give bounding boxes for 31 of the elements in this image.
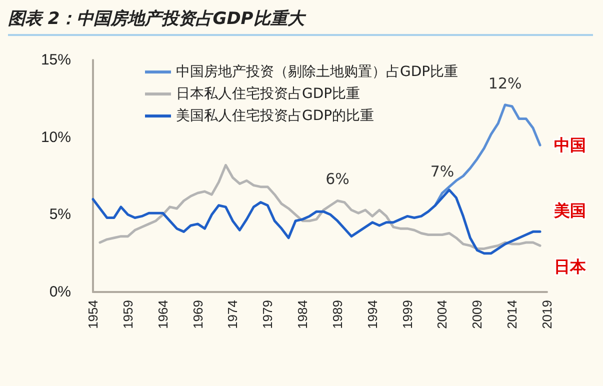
x-tick-label: 1979 (260, 300, 276, 329)
x-tick-label: 2004 (434, 300, 450, 329)
annotation: 美国 (553, 201, 586, 220)
y-tick-label: 15% (40, 52, 71, 68)
line-series (98, 164, 542, 250)
line-series (434, 104, 542, 207)
x-tick-label: 1954 (86, 300, 100, 329)
annotation: 7% (430, 162, 454, 181)
legend-label: 日本私人住宅投资占GDP比重 (176, 86, 360, 102)
x-tick-label: 1994 (364, 300, 380, 329)
x-tick-label: 1974 (225, 300, 240, 329)
legend-label: 美国私人住宅投资占GDP的比重 (176, 108, 374, 124)
x-tick-label: 2019 (540, 300, 554, 329)
line-series (92, 188, 542, 255)
x-tick-label: 1999 (400, 300, 415, 329)
annotation: 6% (326, 170, 350, 188)
y-tick-label: 10% (40, 128, 71, 146)
x-tick-label: 1969 (190, 300, 206, 329)
x-tick-label: 1984 (295, 300, 310, 329)
y-tick-label: 5% (49, 206, 71, 224)
annotation: 日本 (554, 257, 588, 276)
x-tick-label: 2009 (470, 300, 485, 329)
x-tick-label: 1989 (330, 300, 345, 329)
x-tick-label: 1959 (120, 300, 136, 329)
annotation: 中国 (554, 136, 586, 155)
annotation: 12% (488, 74, 522, 92)
chart-title: 图表 2：中国房地产投资占GDP比重大 (8, 4, 593, 36)
y-tick-label: 0% (49, 284, 71, 300)
legend-label: 中国房地产投资（剔除土地购置）占GDP比重 (176, 64, 458, 80)
x-tick-label: 1964 (155, 300, 170, 329)
x-tick-label: 2014 (504, 300, 520, 329)
